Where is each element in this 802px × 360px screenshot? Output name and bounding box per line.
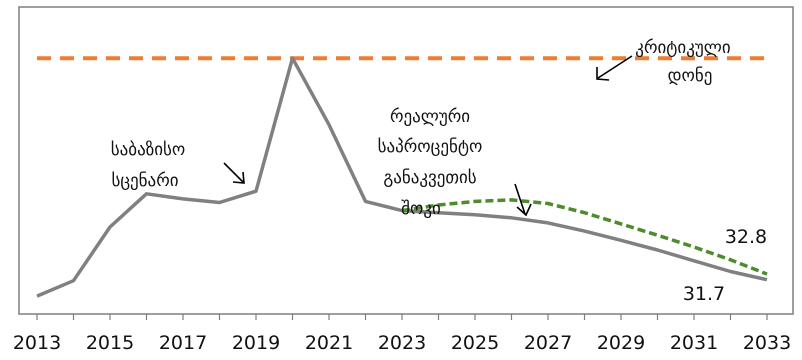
- x-axis-ticks: 2013 2015 2017 2019 2021 2023 2025 2027 2029 2031…: [13, 314, 791, 354]
- x-tick-label: 2013: [13, 332, 61, 354]
- x-tick-label: 2023: [378, 332, 426, 354]
- x-tick-label: 2015: [86, 332, 134, 354]
- baseline-label: სცენარი: [111, 171, 178, 191]
- critical-label: კრიტიკული: [635, 38, 730, 58]
- baseline-arrow: [223, 162, 245, 184]
- shock-label: რეალური: [390, 107, 470, 127]
- shock-label: შოკი: [401, 199, 441, 219]
- baseline-label: საბაზისო: [111, 140, 186, 160]
- series-layer: [36, 56, 768, 298]
- x-tick-label: 2033: [743, 332, 791, 354]
- x-tick-label: 2029: [597, 332, 645, 354]
- shock-series-line: [401, 198, 768, 276]
- x-tick-label: 2031: [670, 332, 718, 354]
- x-tick-label: 2027: [524, 332, 572, 354]
- critical-label: დონე: [668, 66, 713, 86]
- baseline-end-label: 31.7: [683, 283, 725, 305]
- shock-label: საპროცენტო: [378, 137, 483, 157]
- x-tick-label: 2025: [451, 332, 499, 354]
- critical-arrow: [596, 55, 633, 81]
- shock-arrow: [514, 183, 532, 217]
- x-tick-label: 2017: [159, 332, 207, 354]
- shock-label: განაკვეთის: [383, 168, 476, 188]
- shock-end-label: 32.8: [725, 226, 767, 248]
- x-tick-label: 2021: [305, 332, 353, 354]
- x-tick-label: 2019: [232, 332, 280, 354]
